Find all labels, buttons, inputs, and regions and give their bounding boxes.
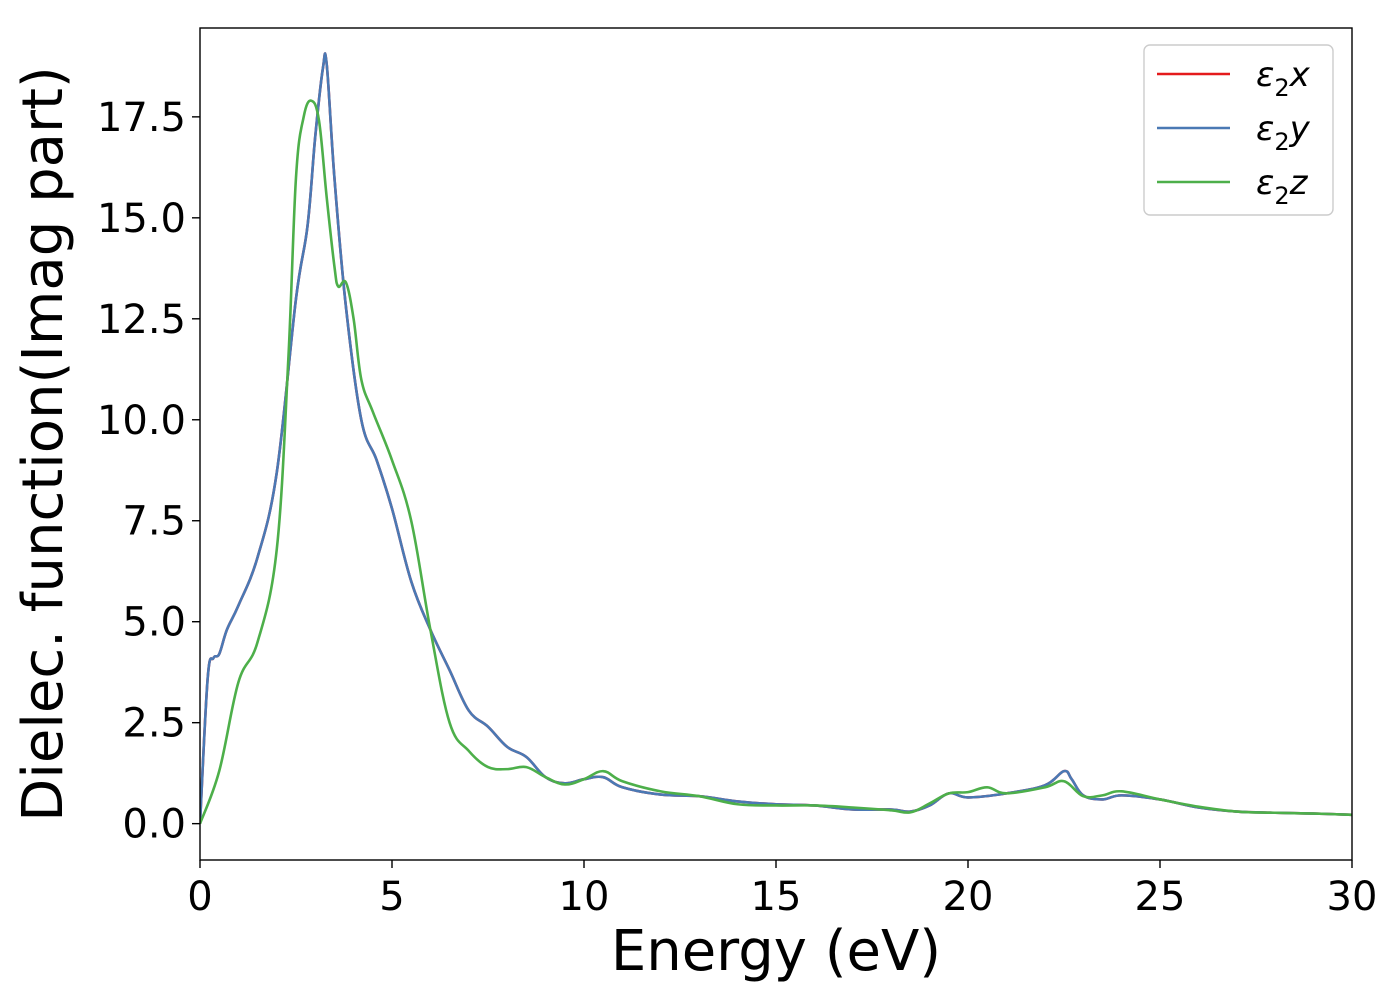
y-tick-label: 7.5 [122,499,186,545]
legend-variable: y [1289,109,1311,149]
legend-variable: z [1289,163,1309,203]
legend-symbol: ε [1256,55,1274,95]
x-tick-label: 10 [559,874,610,920]
legend-symbol: ε [1256,163,1274,203]
legend-label-y: ε2y [1256,109,1311,156]
legend-subscript: 2 [1274,182,1289,210]
y-tick-label: 10.0 [97,398,186,444]
x-tick-label: 5 [379,874,404,920]
legend-variable: x [1289,55,1311,95]
x-tick-label: 30 [1327,874,1378,920]
legend-subscript: 2 [1274,128,1289,156]
x-tick-label: 15 [751,874,802,920]
x-tick-label: 25 [1135,874,1186,920]
x-tick-label: 0 [187,874,212,920]
y-axis: 0.0 2.5 5.0 7.5 10.0 12.5 15.0 17.5 [97,95,200,848]
x-axis-title: Energy (eV) [611,919,941,984]
series-lines [200,52,1352,825]
legend-box [1143,44,1334,216]
series-line-z [200,99,1352,825]
legend-symbol: ε [1256,109,1274,149]
legend-label-z: ε2z [1256,163,1309,210]
y-tick-label: 15.0 [97,196,186,242]
y-tick-label: 0.0 [122,802,186,848]
y-tick-label: 2.5 [122,701,186,747]
x-axis: 0 5 10 15 20 25 30 [187,860,1377,920]
x-tick-label: 20 [943,874,994,920]
legend-label-x: ε2x [1256,55,1311,102]
y-tick-label: 5.0 [122,600,186,646]
y-tick-label: 12.5 [97,297,186,343]
y-tick-label: 17.5 [97,95,186,141]
y-axis-title: Dielec. function(Imag part) [11,66,76,822]
legend-subscript: 2 [1274,74,1289,102]
